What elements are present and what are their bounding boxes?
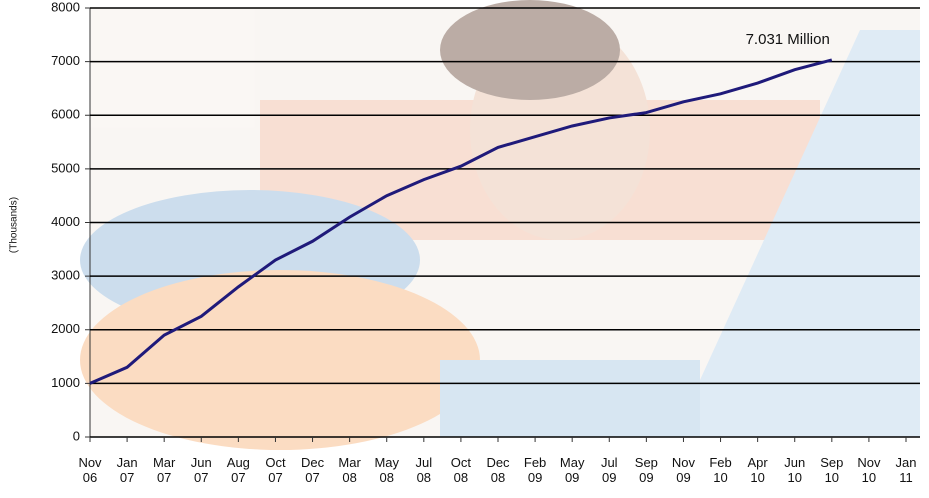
x-tick-label: Jul 09	[600, 455, 618, 485]
x-tick-label: Aug 07	[226, 455, 250, 485]
annotation: 7.031 Million	[746, 31, 830, 48]
y-tick-label: 1000	[51, 375, 80, 390]
x-tick-label: May 08	[374, 455, 399, 485]
x-tick-label: Jan 11	[895, 455, 917, 485]
x-tick-label: Dec 08	[486, 455, 510, 485]
y-tick-label: 2000	[51, 321, 80, 336]
x-tick-label: Nov 09	[671, 455, 696, 485]
x-tick-label: Jun 10	[784, 455, 806, 485]
x-tick-label: Jul 08	[415, 455, 433, 485]
y-tick-label: 6000	[51, 107, 80, 122]
x-tick-label: Dec 07	[300, 455, 325, 485]
y-tick-label: 5000	[51, 160, 80, 175]
y-tick-label: 8000	[51, 0, 80, 14]
y-axis-label: (Thousands)	[9, 197, 20, 253]
x-tick-label: Feb 09	[523, 455, 547, 485]
x-tick-label: Nov 10	[857, 455, 881, 485]
y-tick-label: 3000	[51, 268, 80, 283]
x-tick-label: Feb 10	[709, 455, 732, 485]
y-tick-label: 7000	[51, 53, 80, 68]
x-tick-label: Sep 09	[634, 455, 658, 485]
x-tick-label: Mar 08	[338, 455, 361, 485]
x-tick-label: Jun 07	[190, 455, 212, 485]
x-tick-label: Oct 07	[265, 455, 286, 485]
x-tick-label: Mar 07	[152, 455, 176, 485]
x-tick-label: Jan 07	[116, 455, 138, 485]
x-tick-label: May 09	[559, 455, 585, 485]
y-tick-label: 4000	[51, 214, 80, 229]
x-tick-label: Apr 10	[747, 455, 768, 485]
x-tick-label: Sep 10	[820, 455, 844, 485]
y-tick-label: 0	[73, 428, 80, 443]
data-line	[89, 58, 833, 385]
background-photo	[80, 0, 920, 450]
x-tick-label: Oct 08	[450, 455, 472, 485]
x-tick-label: Nov 06	[78, 455, 102, 485]
